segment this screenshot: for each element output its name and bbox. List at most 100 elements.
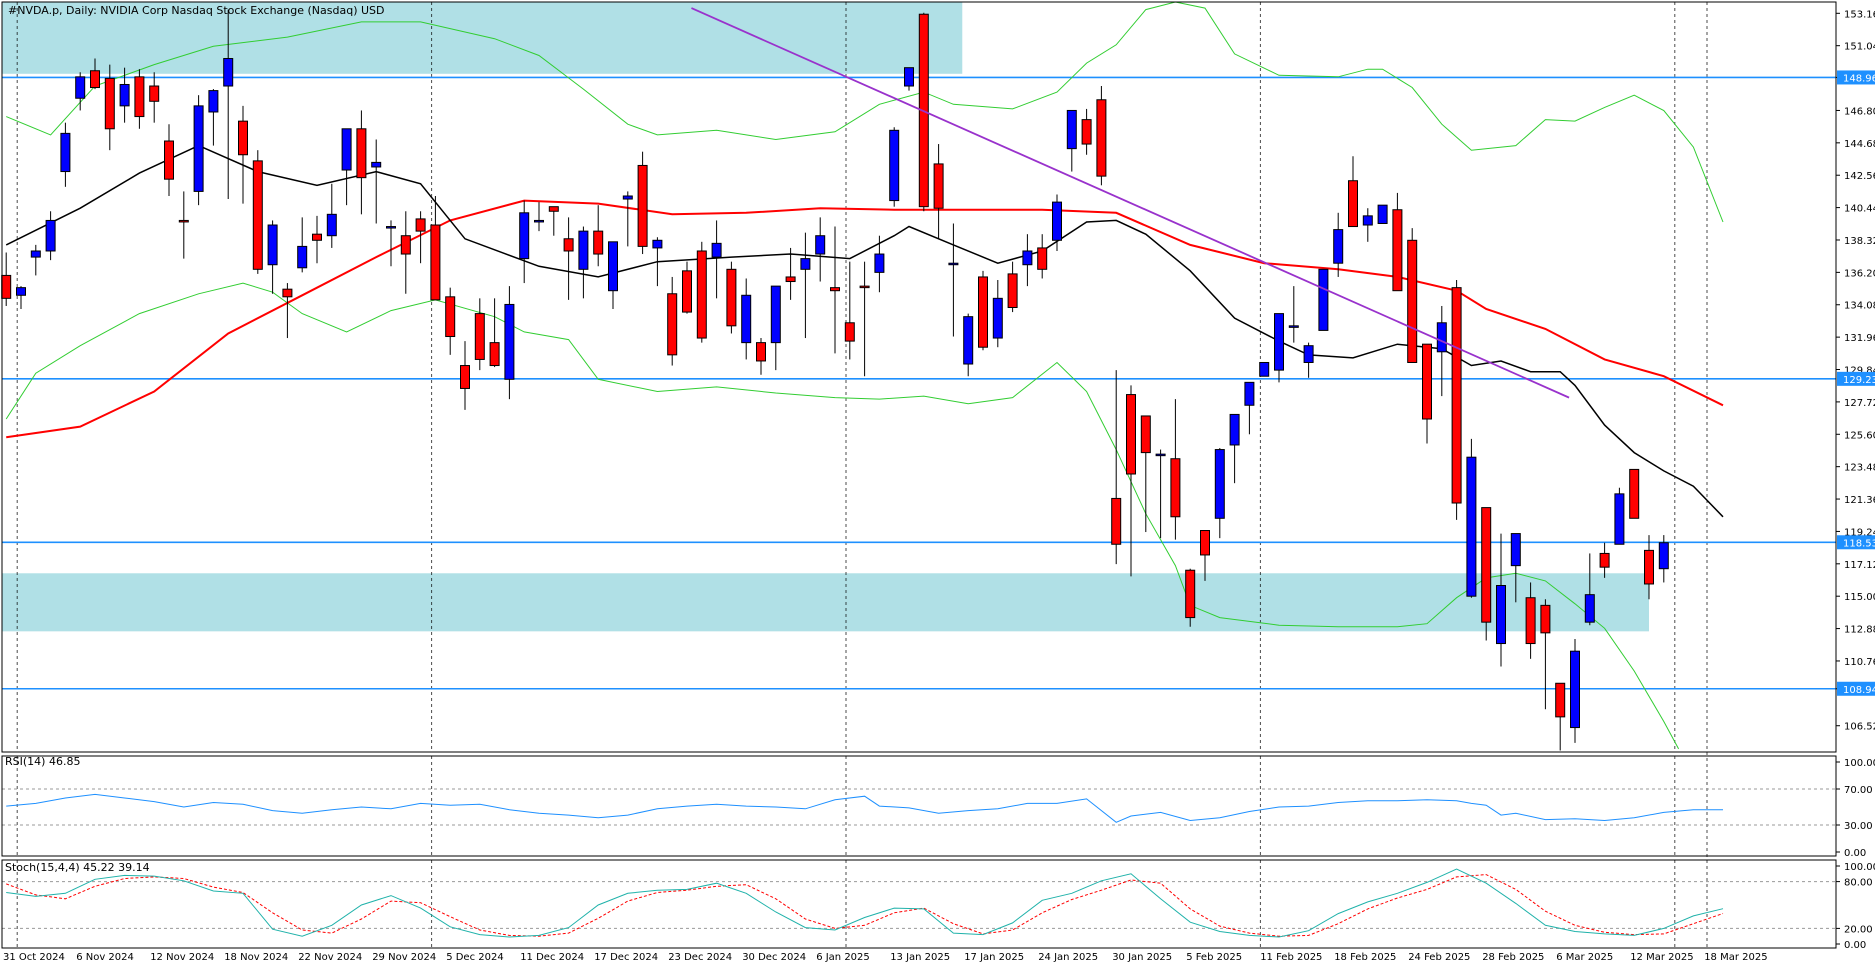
candle[interactable] [445,287,456,355]
supply-demand-zone-1[interactable] [2,573,1649,632]
candle[interactable] [1599,542,1610,578]
candle[interactable] [1333,212,1344,277]
candle[interactable] [1348,156,1358,228]
candle[interactable] [1525,582,1536,659]
candle[interactable] [1274,313,1284,383]
candle[interactable] [371,139,382,224]
candle[interactable] [859,261,870,377]
candle[interactable] [548,206,559,236]
candles-layer[interactable] [1,9,1669,751]
candle[interactable] [60,122,71,187]
candle[interactable] [149,72,160,123]
candle[interactable] [1214,448,1225,539]
candle[interactable] [1555,682,1566,751]
candle[interactable] [282,283,293,339]
candle[interactable] [756,338,766,375]
candle[interactable] [386,220,396,267]
candle[interactable] [1081,108,1092,155]
candle[interactable] [578,226,589,299]
candle[interactable] [741,278,752,360]
candle[interactable] [1451,280,1462,520]
candle[interactable] [267,220,278,294]
candle[interactable] [652,237,663,287]
candle[interactable] [1407,228,1418,363]
candle[interactable] [134,69,145,129]
candle[interactable] [1007,261,1018,313]
candle[interactable] [682,261,692,314]
candle[interactable] [593,205,604,267]
candle[interactable] [1377,204,1388,224]
candle[interactable] [1614,487,1625,545]
candle[interactable] [1318,268,1329,331]
candle[interactable] [1066,109,1077,172]
candle[interactable] [830,226,840,354]
candle[interactable] [1510,533,1521,603]
candle[interactable] [1496,533,1506,667]
downtrend-line[interactable] [691,7,1570,399]
candle[interactable] [978,270,988,351]
candle[interactable] [637,151,648,255]
candle[interactable] [667,276,678,366]
candle[interactable] [1022,234,1033,287]
candle[interactable] [400,211,411,294]
candle[interactable] [696,241,707,343]
candle[interactable] [1362,208,1373,242]
candle[interactable] [1185,568,1196,627]
candle[interactable] [104,64,115,151]
candle[interactable] [119,67,130,123]
candle[interactable] [889,127,900,207]
candle[interactable] [1570,638,1580,743]
candle[interactable] [933,144,944,239]
candle[interactable] [563,217,574,300]
candle[interactable] [1540,599,1551,710]
candle[interactable] [1111,370,1122,565]
candle[interactable] [622,191,633,247]
candle[interactable] [1392,192,1403,292]
candle[interactable] [30,244,41,276]
candle[interactable] [963,313,974,377]
candle[interactable] [312,215,322,264]
candle[interactable] [1303,342,1314,378]
candle[interactable] [1229,413,1240,484]
candle[interactable] [75,72,86,111]
candle[interactable] [326,183,337,248]
candle[interactable] [844,261,855,360]
candle[interactable] [1481,507,1492,641]
candle[interactable] [1037,234,1048,279]
candle[interactable] [815,217,826,282]
candle[interactable] [1436,305,1447,397]
candle[interactable] [45,211,56,261]
candle[interactable] [238,105,248,204]
candle[interactable] [356,110,367,215]
candle[interactable] [992,280,1003,348]
candle[interactable] [519,200,530,284]
candle[interactable] [164,124,174,196]
candle[interactable] [1170,399,1181,540]
candle[interactable] [193,95,204,206]
candle[interactable] [297,217,308,273]
candle[interactable] [252,150,263,274]
candle[interactable] [1155,449,1166,539]
candle[interactable] [534,202,544,232]
candle[interactable] [474,298,485,371]
candle[interactable] [726,261,737,334]
candle[interactable] [1422,343,1432,444]
candle[interactable] [785,247,796,300]
candle[interactable] [430,195,441,301]
candle[interactable] [208,89,219,146]
trendline-layer[interactable] [691,7,1570,399]
candle[interactable] [1658,535,1669,583]
candle[interactable] [608,241,618,310]
candle[interactable] [1200,530,1210,581]
candle[interactable] [1466,438,1477,598]
candle[interactable] [1052,194,1062,251]
candle[interactable] [948,223,959,337]
candle[interactable] [1584,553,1595,626]
candle[interactable] [1259,361,1270,377]
candle[interactable] [770,285,781,371]
candle[interactable] [223,9,234,200]
candle[interactable] [904,67,914,91]
candle[interactable] [1629,468,1640,519]
candle[interactable] [1288,286,1299,343]
